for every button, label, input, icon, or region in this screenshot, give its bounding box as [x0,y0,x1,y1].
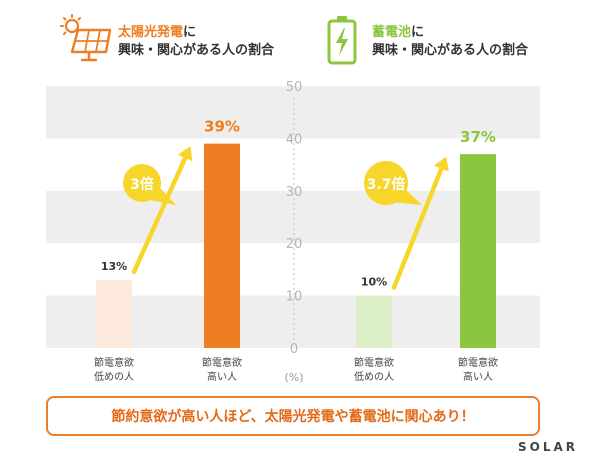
y-unit-label: (%) [284,371,303,384]
battery-high-bar [460,154,496,348]
battery-title: 蓄電池 [372,25,412,40]
battery-growth-arrow [391,159,447,290]
solar-multiplier-bubble [123,164,161,202]
solar-arrow-head [177,146,193,162]
y-tick-label: 30 [286,185,303,200]
y-tick-label: 10 [286,290,303,305]
solar-panel-icon [58,14,114,64]
chart-svg: 0 10 20 30 40 50 (%) 13% 39% 3倍 10% 37% 3.7倍 [46,80,540,384]
battery-low-category: 節電意欲 低めの人 [332,357,416,385]
solar-low-category: 節電意欲 低めの人 [72,357,156,385]
solar-subtitle: 興味・関心がある人の割合 [118,43,275,58]
grid-band [46,86,540,139]
battery-high-category-line2: 高い人 [463,372,493,383]
solar-title-suffix: に [183,25,197,40]
battery-low-category-line2: 低めの人 [354,372,394,383]
solar-high-category-line1: 節電意欲 [202,358,242,369]
conclusion-text: 節約意欲が高い人ほど、太陽光発電や蓄電池に関心あり！ [111,409,475,425]
battery-high-category-line1: 節電意欲 [458,358,498,369]
battery-multiplier-label: 3.7倍 [367,176,406,193]
battery-charging-icon [326,14,358,66]
y-tick-label: 50 [286,80,303,95]
solar-title: 太陽光発電 [118,25,184,40]
solar-high-value-label: 39% [204,118,240,136]
battery-high-category: 節電意欲 高い人 [436,357,520,385]
conclusion-box: 節約意欲が高い人ほど、太陽光発電や蓄電池に関心あり！ [46,396,540,436]
y-tick-label: 20 [286,237,303,252]
solar-low-value-label: 13% [101,260,127,273]
battery-low-category-line1: 節電意欲 [354,358,394,369]
solar-high-bar [204,143,240,348]
battery-low-bar [356,295,392,348]
solar-low-category-line2: 低めの人 [94,372,134,383]
solar-low-bar [96,279,132,348]
y-tick-label: 0 [290,342,298,357]
solar-multiplier-label: 3倍 [130,176,154,193]
grid-band [46,190,540,244]
solar-high-category: 節電意欲 高い人 [180,357,264,385]
solar-high-category-line2: 高い人 [207,372,237,383]
battery-arrow-head [433,156,449,172]
y-tick-label: 40 [286,132,303,147]
solar-growth-arrow [131,149,191,275]
battery-low-value-label: 10% [361,276,387,289]
solar-lab-logo: SOLAR [518,440,579,454]
battery-subtitle: 興味・関心がある人の割合 [372,43,529,58]
battery-bubble-tail [392,188,422,205]
battery-high-value-label: 37% [460,128,496,146]
battery-title-suffix: に [411,25,425,40]
solar-low-category-line1: 節電意欲 [94,358,134,369]
battery-multiplier-bubble [364,161,408,205]
